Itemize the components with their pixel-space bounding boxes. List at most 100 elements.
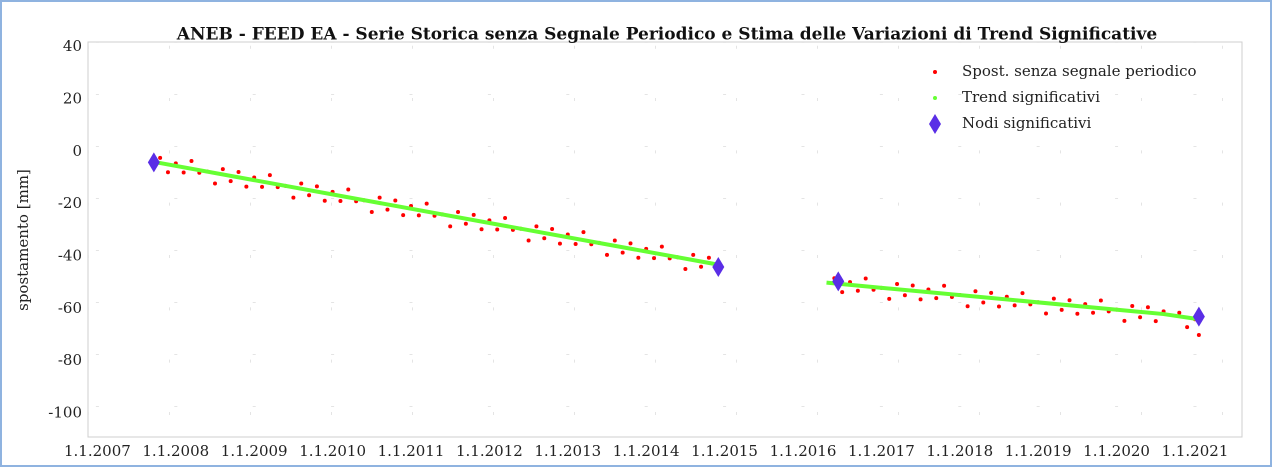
- x-tick-label: 1.1.2013: [534, 442, 601, 460]
- data-point: [628, 241, 633, 246]
- chart-title: ANEB - FEED EA - Serie Storica senza Seg…: [176, 25, 1158, 45]
- data-point: [401, 213, 406, 218]
- x-tick-label: 1.1.2008: [142, 442, 209, 460]
- x-tick-label: 1.1.2015: [691, 442, 758, 460]
- x-tick-label: 1.1.2011: [378, 442, 445, 460]
- data-point: [1153, 319, 1158, 324]
- data-point: [895, 281, 900, 286]
- data-point: [934, 296, 939, 301]
- data-point: [463, 221, 468, 226]
- data-point: [307, 193, 312, 198]
- data-point: [1138, 315, 1143, 320]
- data-point: [557, 241, 562, 246]
- x-tick-label: 1.1.2021: [1162, 442, 1229, 460]
- data-point: [996, 304, 1001, 309]
- data-point: [1098, 298, 1103, 303]
- x-tick-label: 1.1.2017: [848, 442, 915, 460]
- data-point: [220, 167, 225, 172]
- data-point: [479, 227, 484, 232]
- node-marker: [832, 271, 845, 292]
- data-point: [1020, 291, 1025, 296]
- y-axis-label: spostamento [mm]: [14, 169, 32, 311]
- data-point: [1122, 318, 1127, 323]
- data-point: [1051, 296, 1056, 301]
- legend-label: Spost. senza segnale periodico: [962, 62, 1197, 80]
- data-point: [503, 216, 508, 221]
- data-point: [181, 170, 186, 175]
- data-point: [612, 238, 617, 243]
- data-point: [863, 276, 868, 281]
- data-point: [1067, 298, 1072, 303]
- data-point: [165, 170, 170, 175]
- trend-line: [155, 160, 1200, 322]
- data-point: [706, 255, 711, 260]
- data-point: [581, 230, 586, 235]
- data-point: [683, 267, 688, 272]
- y-tick-label: -80: [58, 351, 82, 369]
- data-point: [291, 195, 296, 200]
- data-point: [620, 250, 625, 255]
- data-point: [910, 283, 915, 288]
- data-point: [652, 256, 657, 261]
- legend-label: Nodi significativi: [962, 114, 1092, 132]
- legend-label: Trend significativi: [962, 88, 1100, 106]
- data-point: [659, 244, 664, 249]
- data-point: [550, 227, 555, 232]
- data-point: [902, 293, 907, 298]
- data-point: [377, 195, 382, 200]
- data-point: [973, 289, 978, 294]
- data-point: [448, 224, 453, 229]
- data-point: [424, 201, 429, 206]
- plot-area: [87, 41, 1243, 438]
- data-point: [1012, 303, 1017, 308]
- legend-marker: [933, 70, 937, 74]
- node-marker: [147, 152, 160, 173]
- node-marker: [1192, 306, 1205, 327]
- data-point: [1059, 307, 1064, 312]
- x-tick-label: 1.1.2012: [456, 442, 523, 460]
- data-point: [942, 283, 947, 288]
- data-point: [236, 170, 241, 175]
- x-tick-label: 1.1.2009: [221, 442, 288, 460]
- data-point: [534, 224, 539, 229]
- data-point: [965, 304, 970, 309]
- data-point: [322, 198, 327, 203]
- x-tick-label: 1.1.2014: [613, 442, 680, 460]
- data-point: [299, 181, 304, 186]
- y-tick-label: 20: [63, 90, 82, 108]
- node-marker: [712, 256, 725, 277]
- legend-marker: [933, 96, 937, 100]
- data-point: [1177, 310, 1182, 315]
- data-point: [840, 290, 845, 295]
- y-tick-label: -100: [48, 403, 82, 421]
- x-tick-label: 1.1.2007: [64, 442, 131, 460]
- data-point: [989, 290, 994, 295]
- data-point: [1185, 325, 1190, 330]
- data-point: [918, 297, 923, 302]
- data-point: [385, 207, 390, 212]
- data-point: [393, 198, 398, 203]
- data-point: [189, 159, 194, 164]
- data-point: [314, 184, 319, 189]
- data-point: [1075, 311, 1080, 316]
- data-point: [604, 252, 609, 257]
- x-tick-label: 1.1.2018: [926, 442, 993, 460]
- y-tick-label: 0: [72, 142, 82, 160]
- data-point: [495, 227, 500, 232]
- data-point: [158, 155, 163, 160]
- data-point: [228, 179, 233, 184]
- x-tick-label: 1.1.2010: [299, 442, 366, 460]
- data-point: [456, 210, 461, 215]
- data-point: [855, 288, 860, 293]
- data-point: [691, 252, 696, 257]
- x-tick-label: 1.1.2016: [770, 442, 837, 460]
- data-point: [636, 255, 641, 260]
- y-tick-label: 40: [63, 37, 82, 55]
- data-point: [346, 187, 351, 192]
- data-point: [542, 236, 547, 241]
- data-point: [244, 184, 249, 189]
- data-point: [699, 264, 704, 269]
- data-point: [267, 173, 272, 178]
